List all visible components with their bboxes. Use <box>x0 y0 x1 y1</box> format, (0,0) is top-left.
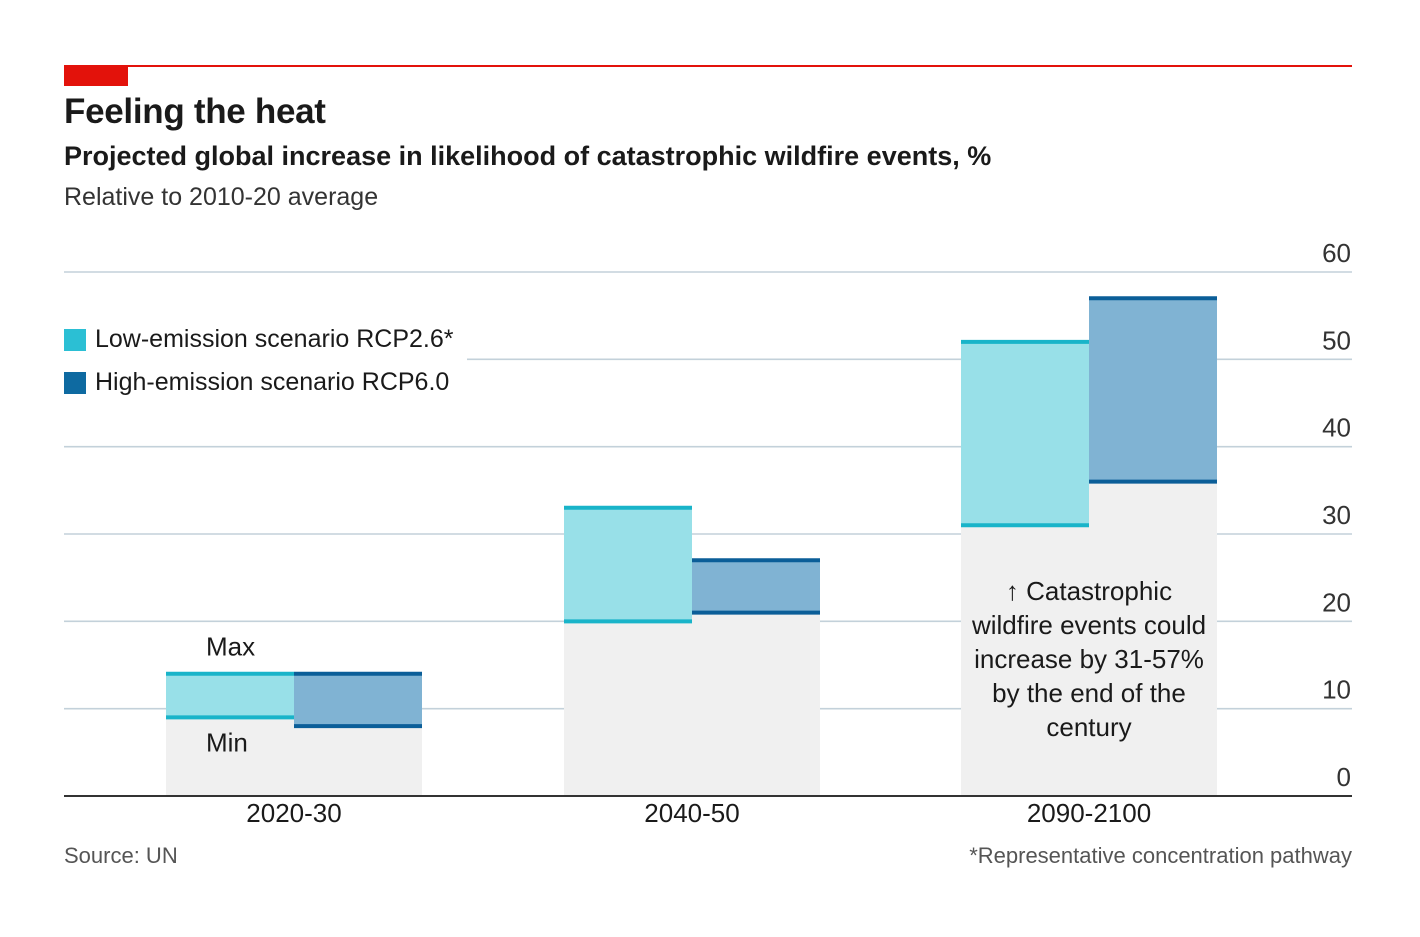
base-high-2020-30 <box>294 726 422 796</box>
base-low-2090-2100 <box>961 525 1089 796</box>
source-note: Source: UN <box>64 843 178 868</box>
y-tick-label-0: 0 <box>1337 762 1351 792</box>
y-tick-label-30: 30 <box>1322 500 1351 530</box>
range-bar-high-2090-2100 <box>1089 298 1217 482</box>
range-bar-low-2040-50 <box>564 507 692 622</box>
range-bar-high-2020-30 <box>294 673 422 727</box>
legend-swatch-low-emission <box>64 328 86 351</box>
y-tick-label-20: 20 <box>1322 587 1351 617</box>
legend: Low-emission scenario RCP2.6* High-emiss… <box>64 318 468 410</box>
y-tick-label-40: 40 <box>1322 413 1351 443</box>
brand-tag <box>64 67 128 86</box>
y-tick-label-10: 10 <box>1322 675 1351 705</box>
arrow-up-icon: ↑ <box>1005 576 1019 606</box>
callout-annotation: ↑ Catastrophic wildfire events could inc… <box>962 574 1216 744</box>
legend-item-high-emission: High-emission scenario RCP6.0 <box>64 361 453 404</box>
max-annotation: Max <box>206 632 255 662</box>
legend-label-low-emission: Low-emission scenario RCP2.6* <box>95 325 454 353</box>
base-high-2040-50 <box>692 612 820 796</box>
range-bar-low-2020-30 <box>166 673 294 718</box>
footnote: *Representative concentration pathway <box>969 843 1352 868</box>
chart-title: Feeling the heat <box>64 92 326 131</box>
chart-subtitle: Projected global increase in likelihood … <box>64 141 992 171</box>
x-tick-label-2090-2100: 2090-2100 <box>1027 798 1151 828</box>
y-tick-label-50: 50 <box>1322 325 1351 355</box>
base-low-2020-30 <box>166 717 294 796</box>
base-high-2090-2100 <box>1089 481 1217 796</box>
x-tick-label-2040-50: 2040-50 <box>644 798 739 828</box>
x-tick-label-2020-30: 2020-30 <box>246 798 341 828</box>
legend-label-high-emission: High-emission scenario RCP6.0 <box>95 368 450 396</box>
top-rule <box>64 65 1352 67</box>
chart-note: Relative to 2010-20 average <box>64 183 379 211</box>
min-annotation: Min <box>206 727 248 757</box>
legend-item-low-emission: Low-emission scenario RCP2.6* <box>64 318 453 361</box>
y-tick-label-60: 60 <box>1322 238 1351 268</box>
range-bar-low-2090-2100 <box>961 341 1089 526</box>
callout-text: Catastrophic wildfire events could incre… <box>971 576 1207 742</box>
range-bar-high-2040-50 <box>692 560 820 613</box>
legend-swatch-high-emission <box>64 371 86 394</box>
base-low-2040-50 <box>564 621 692 796</box>
